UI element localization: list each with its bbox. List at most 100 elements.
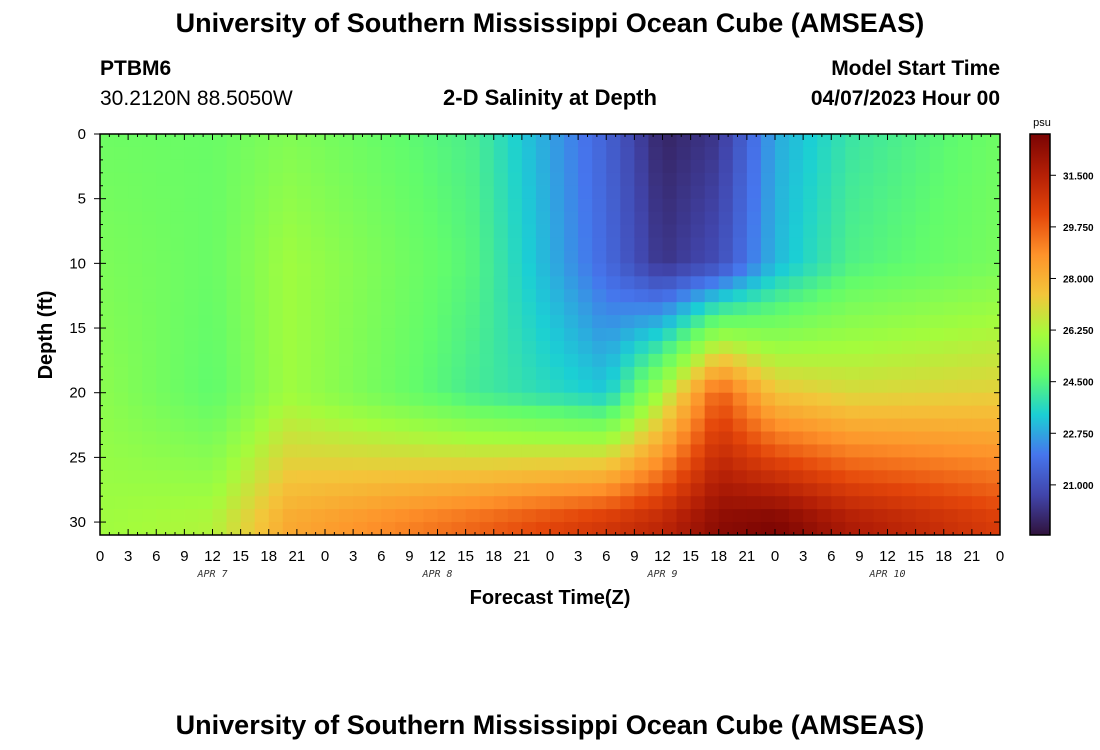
heatmap-cell <box>929 289 945 303</box>
heatmap-cell <box>310 172 326 187</box>
heatmap-cell <box>479 353 495 368</box>
heatmap-cell <box>648 444 664 458</box>
heatmap-cell <box>887 392 903 407</box>
heatmap-cell <box>971 185 987 200</box>
heatmap-cell <box>212 444 228 458</box>
heatmap-cell <box>100 185 115 200</box>
heatmap-cell <box>479 418 495 433</box>
heatmap-cell <box>803 405 818 420</box>
heatmap-cell <box>212 457 228 471</box>
heatmap-cell <box>240 483 256 497</box>
heatmap-cell <box>367 328 382 342</box>
heatmap-cell <box>985 211 1000 226</box>
heatmap-cell <box>100 522 115 535</box>
heatmap-cell <box>437 392 453 407</box>
heatmap-cell <box>535 159 551 174</box>
heatmap-cell <box>901 237 917 252</box>
heatmap-cell <box>676 340 692 355</box>
heatmap-cell <box>985 483 1000 497</box>
heatmap-cell <box>887 198 903 213</box>
heatmap-cell <box>310 224 326 239</box>
heatmap-cell <box>240 172 256 187</box>
heatmap-cell <box>550 470 565 484</box>
heatmap-cell <box>268 172 284 187</box>
heatmap-cell <box>859 224 875 239</box>
heatmap-cell <box>353 418 368 433</box>
heatmap-cell <box>479 237 495 252</box>
heatmap-cell <box>564 302 579 316</box>
heatmap-cell <box>859 418 875 433</box>
heatmap-cell <box>451 328 467 342</box>
heatmap-cell <box>746 457 762 471</box>
heatmap-cell <box>873 392 889 407</box>
heatmap-cell <box>803 185 818 200</box>
heatmap-cell <box>887 444 903 458</box>
heatmap-cell <box>310 263 326 277</box>
heatmap-cell <box>817 185 832 200</box>
heatmap-cell <box>128 379 143 394</box>
heatmap-cell <box>971 211 987 226</box>
heatmap-cell <box>704 315 720 329</box>
heatmap-cell <box>156 276 171 290</box>
heatmap-cell <box>114 276 129 290</box>
heatmap-cell <box>943 198 959 213</box>
heatmap-cell <box>760 353 776 368</box>
heatmap-cell <box>915 224 931 239</box>
heatmap-cell <box>550 159 565 174</box>
heatmap-cell <box>817 496 832 510</box>
heatmap-cell <box>690 263 706 277</box>
heatmap-cell <box>564 366 579 381</box>
heatmap-cell <box>353 444 368 458</box>
heatmap-cell <box>704 237 720 252</box>
heatmap-cell <box>873 134 889 148</box>
heatmap-cell <box>240 470 256 484</box>
heatmap-cell <box>521 159 537 174</box>
heatmap-cell <box>817 392 832 407</box>
heatmap-cell <box>775 509 790 523</box>
heatmap-cell <box>662 522 678 535</box>
heatmap-cell <box>943 224 959 239</box>
heatmap-cell <box>746 224 762 239</box>
heatmap-cell <box>620 392 635 407</box>
heatmap-cell <box>550 146 565 161</box>
date-label: APR 9 <box>647 569 678 580</box>
heatmap-cell <box>831 328 846 342</box>
heatmap-cell <box>184 198 200 213</box>
heatmap-cell <box>578 431 593 446</box>
heatmap-cell <box>395 366 410 381</box>
heatmap-cell <box>732 418 748 433</box>
heatmap-cell <box>381 405 396 420</box>
heatmap-cell <box>732 263 748 277</box>
heatmap-cell <box>479 457 495 471</box>
heatmap-cell <box>381 444 396 458</box>
heatmap-cell <box>746 289 762 303</box>
heatmap-cell <box>310 159 326 174</box>
heatmap-cell <box>240 340 256 355</box>
heatmap-cell <box>690 392 706 407</box>
heatmap-cell <box>606 224 621 239</box>
heatmap-cell <box>578 483 593 497</box>
heatmap-cell <box>493 224 509 239</box>
heatmap-cell <box>789 328 804 342</box>
heatmap-cell <box>240 328 256 342</box>
heatmap-cell <box>915 237 931 252</box>
heatmap-cell <box>606 444 621 458</box>
heatmap-cell <box>760 509 776 523</box>
heatmap-cell <box>423 366 439 381</box>
colorbar-tick-label: 28.000 <box>1063 274 1094 285</box>
heatmap-cell <box>493 289 509 303</box>
heatmap-cell <box>240 509 256 523</box>
heatmap-cell <box>789 340 804 355</box>
heatmap-cell <box>226 315 242 329</box>
heatmap-cell <box>578 366 593 381</box>
heatmap-cell <box>451 224 467 239</box>
heatmap-cell <box>985 237 1000 252</box>
heatmap-cell <box>170 289 185 303</box>
heatmap-cell <box>662 250 678 264</box>
heatmap-cell <box>465 211 481 226</box>
heatmap-cell <box>507 276 523 290</box>
heatmap-cell <box>929 302 945 316</box>
heatmap-cell <box>282 457 298 471</box>
heatmap-cell <box>873 483 889 497</box>
heatmap-cell <box>212 185 228 200</box>
